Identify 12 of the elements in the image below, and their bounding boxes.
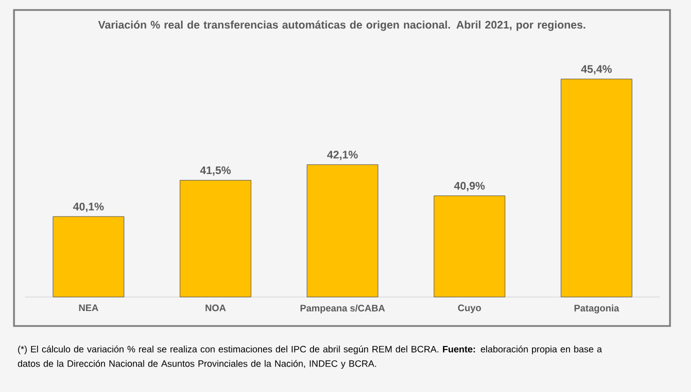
data-label: 45,4% — [581, 65, 612, 74]
data-label: 40,1% — [73, 202, 104, 212]
x-tick-label: Pampeana s/CABA — [300, 304, 385, 314]
data-label: 40,9% — [454, 182, 485, 192]
x-tick-label: NOA — [206, 304, 226, 312]
x-tick-label: Patagonia — [574, 304, 620, 314]
text: (*) El cálculo de variación % real se realiza con estimaciones del IPC de abril según REM del BCRA. Fuente: elaboración propia en base a datos de la Dirección Nacional de Asuntos Provinciales de la Nación, INDEC y BCRA. — [18, 346, 602, 369]
x-tick-label: NEA — [79, 304, 98, 312]
data-label: 42,1% — [327, 150, 358, 160]
chart-title: Variación % real de transferencias automáticas de origen nacional. Abril 2021, por regiones. — [98, 20, 586, 31]
x-tick-label: Cuyo — [458, 304, 481, 314]
data-label: 41,5% — [200, 166, 231, 176]
